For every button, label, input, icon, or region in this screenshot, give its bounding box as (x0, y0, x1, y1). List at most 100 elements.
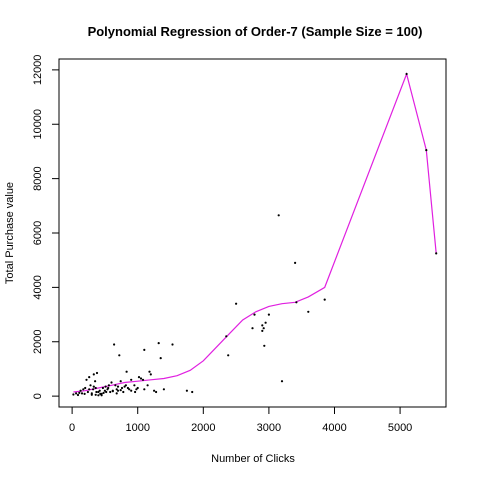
data-point (146, 384, 149, 387)
data-point (155, 390, 158, 394)
data-point (139, 377, 143, 380)
x-axis-label: Number of Clicks (211, 453, 295, 465)
data-point (86, 390, 89, 394)
x-tick-label: 1000 (125, 422, 149, 434)
data-point (110, 381, 113, 384)
y-tick-label: 6000 (32, 221, 44, 245)
data-point (111, 390, 114, 393)
x-tick-label: 4000 (322, 422, 346, 434)
data-point (141, 378, 145, 381)
points-layer (72, 72, 438, 397)
data-point (92, 373, 95, 376)
y-tick-label: 0 (32, 393, 44, 399)
y-tick-label: 8000 (32, 166, 44, 190)
data-point (124, 384, 127, 387)
data-point (122, 390, 125, 394)
data-point (253, 313, 256, 316)
data-point (185, 389, 188, 392)
data-point (92, 385, 95, 388)
data-point (99, 392, 102, 395)
x-tick-label: 3000 (257, 422, 281, 434)
data-point (85, 378, 88, 381)
data-point (100, 394, 103, 397)
data-point (94, 393, 97, 396)
data-point (267, 313, 270, 316)
data-point (92, 388, 95, 391)
data-point (102, 391, 105, 394)
data-point (261, 329, 264, 332)
data-point (130, 378, 133, 381)
data-point (115, 388, 118, 391)
data-point (425, 149, 428, 152)
data-point (97, 390, 100, 394)
data-point (171, 343, 174, 346)
data-point (307, 310, 310, 313)
data-point (88, 376, 91, 379)
data-point (114, 384, 117, 387)
data-point (120, 386, 124, 390)
y-tick-label: 10000 (32, 109, 44, 140)
data-point (405, 72, 408, 76)
data-point (136, 386, 139, 390)
data-point (227, 354, 230, 357)
data-point (262, 327, 265, 330)
x-axis: 0 1000 2000 3000 4000 5000 (69, 406, 412, 434)
data-point (225, 335, 228, 338)
data-point (107, 384, 110, 387)
data-point (76, 393, 80, 397)
data-point (130, 389, 133, 392)
plot-frame (58, 58, 447, 408)
y-axis-label: Total Purchase value (4, 182, 16, 284)
data-point (116, 385, 120, 388)
data-point (94, 386, 97, 390)
x-tick-label: 5000 (388, 422, 412, 434)
data-point (107, 386, 110, 390)
data-point (95, 371, 99, 375)
data-point (109, 390, 112, 394)
data-point (162, 388, 165, 391)
data-point (191, 390, 194, 394)
data-point (75, 392, 78, 395)
data-point (88, 388, 91, 391)
data-point (125, 370, 128, 373)
data-point (435, 252, 438, 255)
data-point (84, 386, 87, 390)
data-point (148, 370, 151, 373)
data-point (261, 324, 264, 327)
data-point (89, 384, 92, 387)
data-point (104, 385, 107, 388)
data-point (133, 384, 136, 387)
x-tick-label: 2000 (191, 422, 215, 434)
data-point (134, 390, 137, 394)
data-point (118, 354, 121, 357)
data-point (95, 390, 98, 394)
data-point (251, 327, 254, 330)
data-point (101, 386, 104, 390)
data-point (137, 376, 141, 379)
data-point (295, 301, 298, 304)
data-point (157, 342, 160, 345)
y-tick-label: 12000 (32, 55, 44, 86)
data-point (235, 302, 238, 305)
data-point (143, 388, 146, 391)
data-point (280, 380, 284, 383)
data-point (119, 389, 122, 392)
chart-title: Polynomial Regression of Order-7 (Sample… (88, 24, 423, 39)
data-point (113, 343, 116, 346)
data-point (72, 393, 75, 396)
data-point (79, 389, 82, 392)
y-axis: 0 2000 4000 6000 8000 10000 12000 (32, 55, 60, 399)
data-point (83, 392, 86, 395)
data-point (159, 357, 162, 360)
data-point (119, 380, 122, 383)
data-point (264, 321, 267, 324)
data-point (153, 389, 156, 392)
data-point (97, 394, 100, 397)
data-point (82, 388, 85, 391)
data-point (149, 373, 152, 376)
data-point (277, 214, 280, 217)
y-tick-label: 4000 (32, 275, 44, 299)
data-point (263, 344, 266, 347)
data-point (94, 380, 97, 383)
